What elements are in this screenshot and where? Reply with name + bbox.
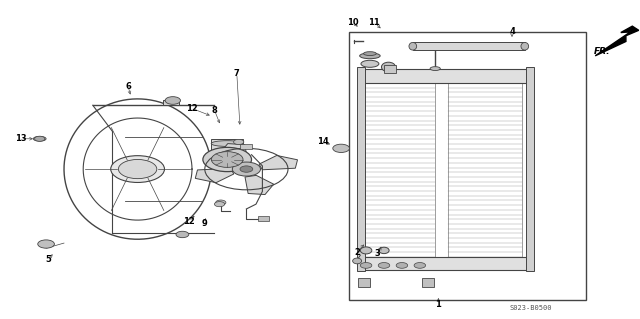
Text: 9: 9 [202, 219, 207, 228]
Bar [240, 144, 252, 149]
Text: 10: 10 [348, 18, 359, 27]
Circle shape [165, 97, 180, 104]
Bar [358, 278, 370, 287]
Circle shape [378, 263, 390, 268]
Ellipse shape [33, 137, 46, 141]
Text: 14: 14 [317, 137, 329, 146]
Circle shape [333, 144, 349, 152]
Circle shape [211, 152, 243, 167]
Polygon shape [219, 144, 248, 163]
Circle shape [38, 240, 54, 248]
Text: 5: 5 [45, 256, 51, 264]
Circle shape [203, 147, 252, 172]
Polygon shape [195, 168, 234, 183]
Ellipse shape [409, 42, 417, 50]
Text: 3: 3 [375, 249, 380, 258]
Circle shape [234, 139, 244, 145]
Polygon shape [595, 26, 639, 56]
Bar [357, 67, 365, 271]
Ellipse shape [381, 62, 396, 72]
Ellipse shape [360, 247, 372, 254]
Bar [163, 100, 179, 105]
Bar [349, 32, 586, 300]
Text: 11: 11 [369, 18, 380, 27]
Ellipse shape [364, 52, 376, 56]
Circle shape [396, 263, 408, 268]
Circle shape [35, 136, 45, 141]
Bar [211, 139, 243, 152]
Bar [422, 278, 434, 287]
Bar [360, 69, 529, 83]
Text: FR.: FR. [594, 47, 611, 56]
Ellipse shape [361, 60, 379, 67]
Text: S023-B0500: S023-B0500 [510, 305, 552, 311]
Bar [360, 257, 529, 270]
Circle shape [232, 162, 260, 176]
Text: 12: 12 [183, 217, 195, 226]
Circle shape [414, 263, 426, 268]
Bar [362, 83, 435, 262]
Text: 1: 1 [435, 300, 442, 309]
Circle shape [360, 263, 372, 268]
Bar [413, 42, 525, 50]
Circle shape [240, 166, 253, 172]
Bar [526, 67, 534, 271]
Bar [448, 83, 522, 262]
Text: 7: 7 [234, 69, 239, 78]
Polygon shape [259, 155, 298, 170]
Ellipse shape [379, 247, 389, 254]
Ellipse shape [521, 42, 529, 50]
Polygon shape [245, 175, 274, 195]
Circle shape [111, 156, 164, 182]
Bar [258, 216, 269, 221]
Ellipse shape [211, 141, 243, 146]
Ellipse shape [430, 67, 440, 70]
Text: 6: 6 [125, 82, 131, 91]
Text: 12: 12 [186, 104, 198, 113]
Circle shape [176, 231, 189, 238]
Circle shape [118, 160, 157, 179]
Ellipse shape [360, 53, 380, 59]
Circle shape [216, 200, 226, 205]
Text: 2: 2 [354, 248, 360, 256]
Circle shape [214, 202, 225, 207]
Text: 4: 4 [509, 27, 515, 36]
Ellipse shape [353, 258, 362, 264]
Bar [384, 65, 396, 73]
Text: 8: 8 [212, 106, 217, 115]
Text: 13: 13 [15, 134, 26, 143]
